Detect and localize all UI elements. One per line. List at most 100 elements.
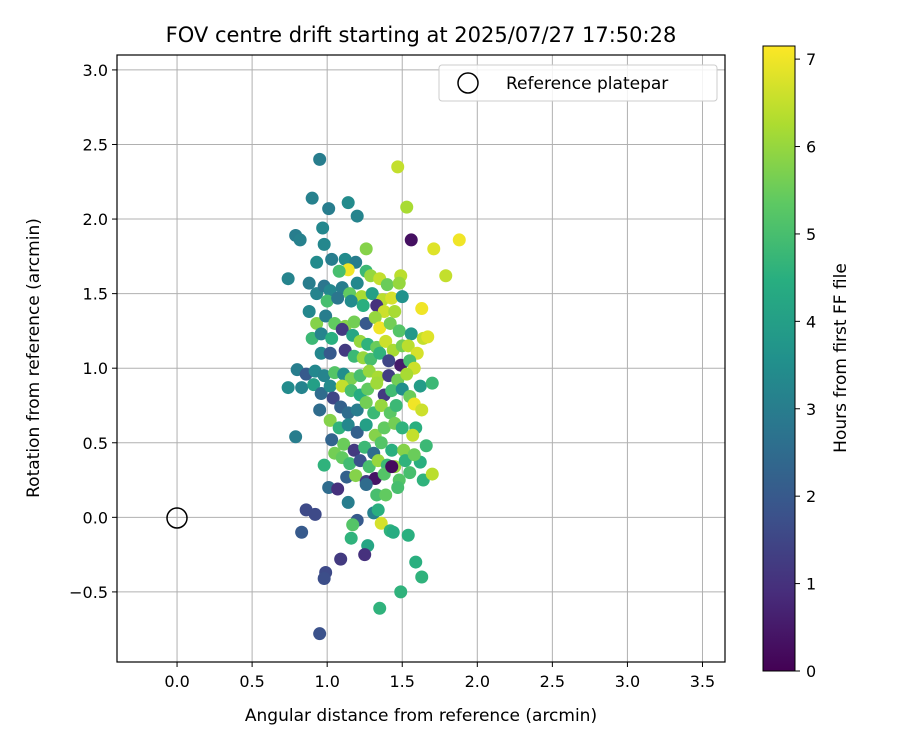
data-point [413,379,427,393]
colorbar-tick-label: 1 [806,575,816,594]
data-point [323,379,337,393]
x-tick-label: 3.0 [615,672,640,691]
data-point [383,316,397,330]
data-point [317,458,331,472]
data-point [338,252,352,266]
colorbar-tick-label: 0 [806,662,816,681]
legend-box [438,64,718,102]
data-point [308,507,322,521]
data-point [359,395,373,409]
data-point [325,252,339,266]
data-point [337,437,351,451]
data-point [407,448,421,462]
data-point [326,391,340,405]
data-point [302,305,316,319]
data-point [350,209,364,223]
data-point [425,467,439,481]
data-point [394,585,408,599]
x-tick-label: 3.5 [690,672,715,691]
colorbar-ticks: 0 1 2 3 4 5 6 7 [795,50,816,681]
data-point [391,481,405,495]
data-point [382,354,396,368]
colorbar-tick-label: 2 [806,487,816,506]
colorbar-tick-label: 5 [806,225,816,244]
data-point [341,196,355,210]
data-point [310,255,324,269]
y-axis-ticks: −0.5 0.0 0.5 1.0 1.5 2.0 2.5 3.0 [69,61,117,602]
data-point [313,627,327,641]
data-point [322,202,336,216]
x-tick-label: 1.5 [390,672,415,691]
colorbar-tick-label: 3 [806,400,816,419]
data-point [295,381,309,395]
data-point [385,460,399,474]
data-point [350,276,364,290]
x-tick-label: 0.5 [239,672,264,691]
data-point [359,242,373,256]
plot-frame [116,54,726,663]
data-point [358,548,372,562]
y-tick-label: 1.0 [83,359,108,378]
data-point [415,302,429,316]
data-point [332,264,346,278]
data-point [386,525,400,539]
data-point [404,233,418,247]
data-point [317,571,331,585]
colorbar-tick-label: 4 [806,312,816,331]
data-point [395,290,409,304]
colorbar-tick-label: 6 [806,138,816,157]
reference-point-marker [166,507,188,529]
data-point [346,518,360,532]
data-point [371,503,385,517]
data-point [331,482,345,496]
y-tick-label: 3.0 [83,61,108,80]
data-point [314,387,328,401]
data-point [365,287,379,301]
data-point [370,376,384,390]
data-point [347,315,361,329]
data-point [389,398,403,412]
data-point [347,443,361,457]
data-point [395,421,409,435]
data-point [313,403,327,417]
legend: Reference platepar [438,64,718,102]
data-point [403,466,417,480]
data-point [344,531,358,545]
data-point [401,339,415,353]
data-point [334,552,348,566]
data-point [409,555,423,569]
y-tick-label: 2.5 [83,135,108,154]
data-point [373,346,387,360]
data-point [379,334,393,348]
data-point [391,160,405,174]
data-point [379,488,393,502]
data-point [350,425,364,439]
colorbar-label: Hours from first FF file [831,263,851,453]
data-point [359,418,373,432]
data-point [359,478,373,492]
data-point [302,276,316,290]
data-point [344,294,358,308]
data-point [404,327,418,341]
data-point [385,443,399,457]
colorbar-gradient [762,45,796,672]
colorbar-tick-label: 7 [806,50,816,69]
data-point [392,276,406,290]
data-point [323,346,337,360]
data-point [406,428,420,442]
data-point [295,525,309,539]
data-point [350,403,364,417]
data-point [307,378,321,392]
data-point [314,327,328,341]
chart-title: FOV centre drift starting at 2025/07/27 … [166,23,677,47]
legend-marker-icon [457,72,479,94]
y-tick-label: 1.5 [83,285,108,304]
x-tick-label: 2.0 [465,672,490,691]
data-point [374,516,388,530]
data-point [317,369,331,383]
data-point [452,233,466,247]
data-point [317,237,331,251]
data-point [377,421,391,435]
